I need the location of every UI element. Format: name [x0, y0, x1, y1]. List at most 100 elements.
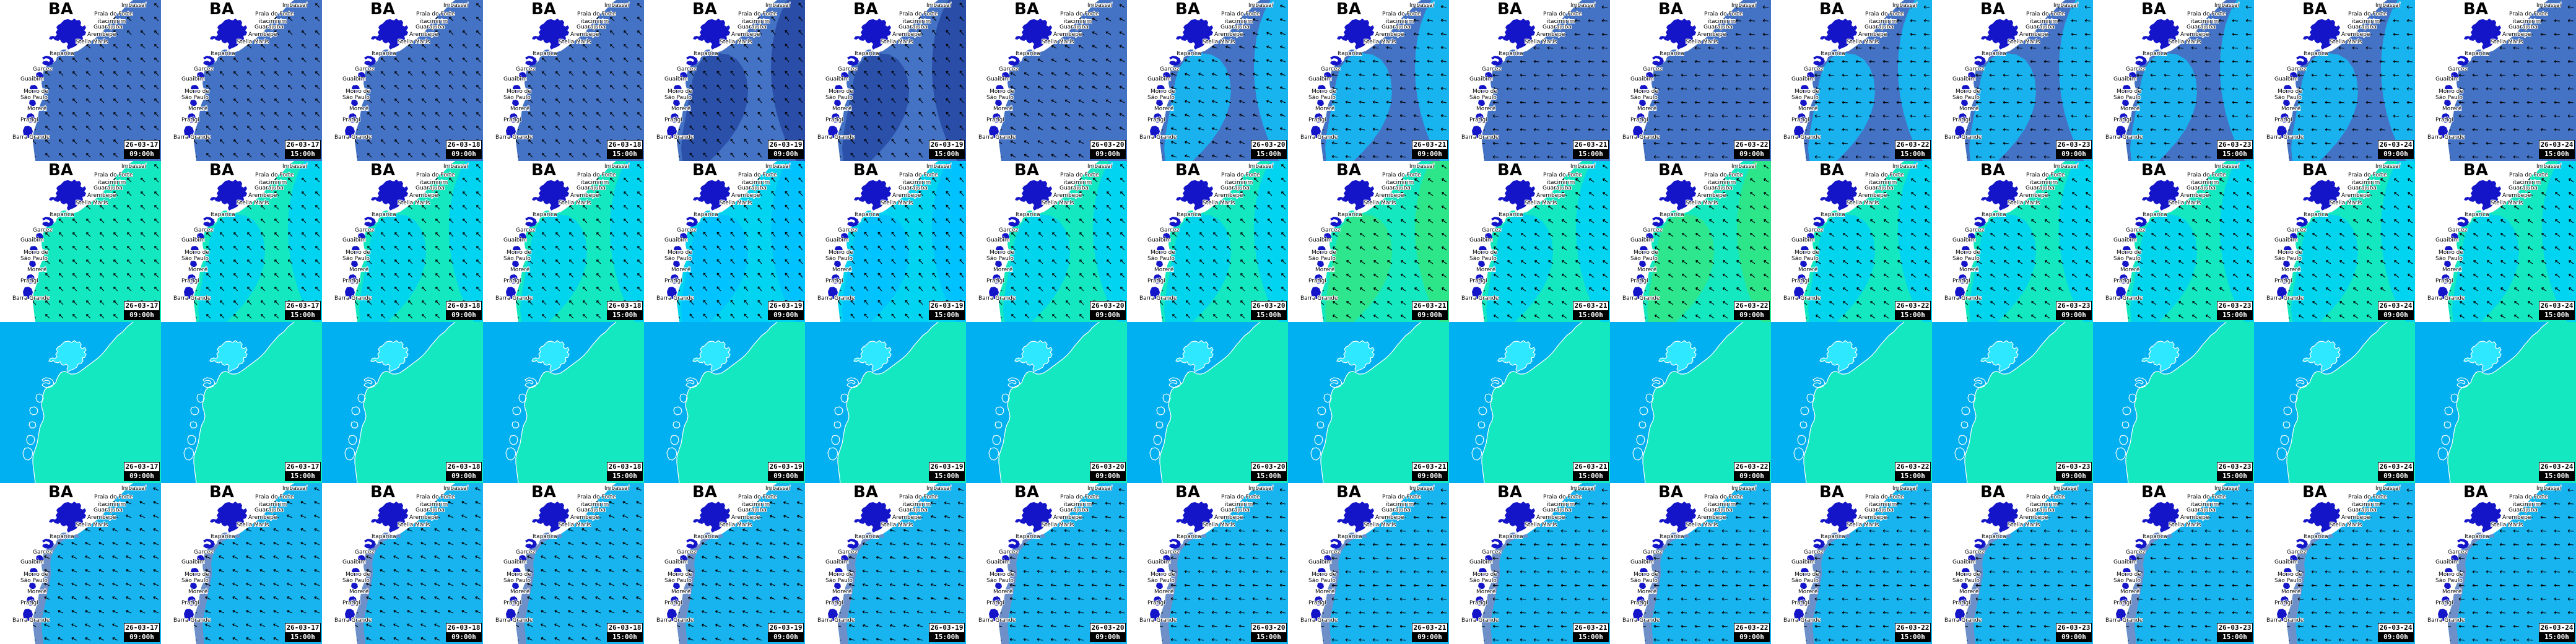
forecast-map-tile[interactable]: 26-03-18 15:00h: [483, 322, 644, 483]
forecast-map-tile[interactable]: 26-03-22 09:00h: [1610, 322, 1771, 483]
place-label: Moreré: [510, 106, 529, 112]
forecast-map-tile[interactable]: BA Imbassaí Praia do Forte itacimirim Guaraj…: [0, 0, 161, 161]
forecast-map-tile[interactable]: BA Imbassaí Praia do Forte itacimirim Guaraj…: [966, 0, 1127, 161]
forecast-map-tile[interactable]: BA Imbassaí Praia do Forte itacimirim Guaraj…: [1288, 161, 1449, 322]
place-label: São Paulo: [1147, 256, 1175, 262]
place-label: Pratigi: [986, 278, 1004, 284]
forecast-map-tile[interactable]: BA Imbassaí Praia do Forte itacimirim Guaraj…: [1449, 161, 1610, 322]
place-label: Guarajuba: [1221, 507, 1250, 513]
place-label: Itaparica: [1338, 534, 1362, 540]
place-label: Stella Maris: [237, 522, 269, 528]
forecast-map-tile[interactable]: BA Imbassaí Praia do Forte itacimirim Guaraj…: [322, 0, 483, 161]
forecast-map-tile[interactable]: BA Imbassaí Praia do Forte itacimirim Guaraj…: [161, 0, 322, 161]
forecast-map-tile[interactable]: BA Imbassaí Praia do Forte itacimirim Guaraj…: [805, 483, 966, 644]
place-label: Barra Grande: [1783, 295, 1821, 302]
forecast-map-tile[interactable]: BA Imbassaí Praia do Forte itacimirim Guaraj…: [1610, 0, 1771, 161]
forecast-map-tile[interactable]: BA Imbassaí Praia do Forte itacimirim Guaraj…: [2254, 0, 2415, 161]
forecast-map-tile[interactable]: BA Imbassaí Praia do Forte itacimirim Guaraj…: [1771, 161, 1932, 322]
forecast-map-tile[interactable]: BA Imbassaí Praia do Forte itacimirim Guaraj…: [644, 0, 805, 161]
forecast-map-tile[interactable]: BA Imbassaí Praia do Forte itacimirim Guaraj…: [644, 161, 805, 322]
place-label: Itaparica: [211, 212, 235, 218]
forecast-map-tile[interactable]: 26-03-19 15:00h: [805, 322, 966, 483]
forecast-map-tile[interactable]: BA Imbassaí Praia do Forte itacimirim Guaraj…: [1449, 0, 1610, 161]
forecast-map-tile[interactable]: 26-03-23 15:00h: [2093, 322, 2254, 483]
place-label: Pratigi: [342, 278, 360, 284]
forecast-map-tile[interactable]: 26-03-22 15:00h: [1771, 322, 1932, 483]
place-label: São Paulo: [664, 578, 692, 584]
place-label: Barra Grande: [1622, 295, 1660, 302]
forecast-map-tile[interactable]: BA Imbassaí Praia do Forte itacimirim Guaraj…: [2093, 483, 2254, 644]
forecast-map-tile[interactable]: BA Imbassaí Praia do Forte itacimirim Guaraj…: [1288, 483, 1449, 644]
forecast-date: 26-03-21: [1573, 463, 1608, 471]
forecast-map-tile[interactable]: BA Imbassaí Praia do Forte itacimirim Guaraj…: [2415, 0, 2576, 161]
place-label: Itaparica: [2465, 534, 2489, 540]
forecast-map-tile[interactable]: BA Imbassaí Praia do Forte itacimirim Guaraj…: [805, 0, 966, 161]
forecast-map-tile[interactable]: BA Imbassaí Praia do Forte itacimirim Guaraj…: [1932, 483, 2093, 644]
forecast-time: 09:00h: [2378, 471, 2413, 481]
forecast-map-tile[interactable]: 26-03-21 09:00h: [1288, 322, 1449, 483]
place-label: São Paulo: [1630, 95, 1658, 101]
forecast-map-tile[interactable]: BA Imbassaí Praia do Forte itacimirim Guaraj…: [1610, 483, 1771, 644]
forecast-map-tile[interactable]: BA Imbassaí Praia do Forte itacimirim Guaraj…: [966, 161, 1127, 322]
forecast-map-tile[interactable]: BA Imbassaí Praia do Forte itacimirim Guaraj…: [483, 161, 644, 322]
forecast-map-tile[interactable]: 26-03-24 15:00h: [2415, 322, 2576, 483]
forecast-map-tile[interactable]: BA Imbassaí Praia do Forte itacimirim Guaraj…: [161, 483, 322, 644]
place-label: São Paulo: [2435, 95, 2463, 101]
place-label: Praia do Forte: [1865, 172, 1904, 178]
place-label: Garcez: [2448, 227, 2467, 233]
forecast-map-tile[interactable]: BA Imbassaí Praia do Forte itacimirim Guaraj…: [2415, 483, 2576, 644]
forecast-map-tile[interactable]: 26-03-23 09:00h: [1932, 322, 2093, 483]
forecast-map-tile[interactable]: BA Imbassaí Praia do Forte itacimirim Guaraj…: [1771, 0, 1932, 161]
forecast-map-tile[interactable]: BA Imbassaí Praia do Forte itacimirim Guaraj…: [322, 483, 483, 644]
forecast-map-tile[interactable]: 26-03-20 09:00h: [966, 322, 1127, 483]
forecast-map-tile[interactable]: 26-03-17 09:00h: [0, 322, 161, 483]
forecast-map-tile[interactable]: BA Imbassaí Praia do Forte itacimirim Guaraj…: [644, 483, 805, 644]
place-label: Guarajuba: [899, 507, 928, 513]
forecast-date: 26-03-18: [446, 624, 481, 632]
state-abbreviation-label: BA: [692, 1, 717, 17]
place-label: Garcez: [2448, 66, 2467, 72]
forecast-map-tile[interactable]: BA Imbassaí Praia do Forte itacimirim Guaraj…: [161, 161, 322, 322]
place-label: Arembepe: [2019, 515, 2048, 521]
timestamp-stamp: 26-03-22 15:00h: [1895, 623, 1931, 642]
forecast-map-tile[interactable]: BA Imbassaí Praia do Forte itacimirim Guaraj…: [805, 161, 966, 322]
forecast-map-tile[interactable]: BA Imbassaí Praia do Forte itacimirim Guaraj…: [2093, 161, 2254, 322]
forecast-map-tile[interactable]: BA Imbassaí Praia do Forte itacimirim Guaraj…: [1771, 483, 1932, 644]
forecast-map-tile[interactable]: BA Imbassaí Praia do Forte itacimirim Guaraj…: [1932, 0, 2093, 161]
forecast-map-tile[interactable]: 26-03-17 15:00h: [161, 322, 322, 483]
forecast-map-tile[interactable]: 26-03-24 09:00h: [2254, 322, 2415, 483]
forecast-map-tile[interactable]: BA Imbassaí Praia do Forte itacimirim Guaraj…: [1610, 161, 1771, 322]
forecast-map-tile[interactable]: BA Imbassaí Praia do Forte itacimirim Guaraj…: [1932, 161, 2093, 322]
forecast-map-tile[interactable]: BA Imbassaí Praia do Forte itacimirim Guaraj…: [1127, 161, 1288, 322]
forecast-map-tile[interactable]: 26-03-19 09:00h: [644, 322, 805, 483]
forecast-map-tile[interactable]: BA Imbassaí Praia do Forte itacimirim Guaraj…: [1449, 483, 1610, 644]
forecast-map-tile[interactable]: BA Imbassaí Praia do Forte itacimirim Guaraj…: [2415, 161, 2576, 322]
state-abbreviation-label: BA: [1336, 162, 1361, 178]
forecast-map-tile[interactable]: 26-03-18 09:00h: [322, 322, 483, 483]
place-label: Garcez: [355, 549, 374, 555]
forecast-map-tile[interactable]: BA Imbassaí Praia do Forte itacimirim Guaraj…: [0, 161, 161, 322]
forecast-map-tile[interactable]: BA Imbassaí Praia do Forte itacimirim Guaraj…: [322, 161, 483, 322]
place-label: Guarajuba: [899, 185, 928, 191]
forecast-map-tile[interactable]: BA Imbassaí Praia do Forte itacimirim Guaraj…: [1127, 0, 1288, 161]
place-label: Stella Maris: [1686, 39, 1718, 45]
forecast-map-tile[interactable]: BA Imbassaí Praia do Forte itacimirim Guaraj…: [966, 483, 1127, 644]
forecast-map-tile[interactable]: BA Imbassaí Praia do Forte itacimirim Guaraj…: [0, 483, 161, 644]
forecast-map-tile[interactable]: BA Imbassaí Praia do Forte itacimirim Guaraj…: [483, 0, 644, 161]
forecast-date: 26-03-19: [768, 624, 803, 632]
forecast-map-tile[interactable]: BA Imbassaí Praia do Forte itacimirim Guaraj…: [483, 483, 644, 644]
forecast-map-tile[interactable]: 26-03-20 15:00h: [1127, 322, 1288, 483]
forecast-map-tile[interactable]: BA Imbassaí Praia do Forte itacimirim Guaraj…: [1288, 0, 1449, 161]
forecast-map-tile[interactable]: BA Imbassaí Praia do Forte itacimirim Guaraj…: [2254, 161, 2415, 322]
forecast-map-tile[interactable]: BA Imbassaí Praia do Forte itacimirim Guaraj…: [2093, 0, 2254, 161]
timestamp-stamp: 26-03-17 15:00h: [285, 462, 321, 481]
place-label: Arembepe: [2502, 193, 2531, 199]
place-label: Morro de: [829, 250, 853, 256]
forecast-map-tile[interactable]: BA Imbassaí Praia do Forte itacimirim Guaraj…: [1127, 483, 1288, 644]
forecast-map-tile[interactable]: BA Imbassaí Praia do Forte itacimirim Guaraj…: [2254, 483, 2415, 644]
forecast-time: 09:00h: [1090, 632, 1125, 642]
state-abbreviation-label: BA: [2302, 162, 2327, 178]
forecast-map-tile[interactable]: 26-03-21 15:00h: [1449, 322, 1610, 483]
place-label: Itaparica: [2304, 212, 2328, 218]
timestamp-stamp: 26-03-19 15:00h: [929, 301, 965, 320]
